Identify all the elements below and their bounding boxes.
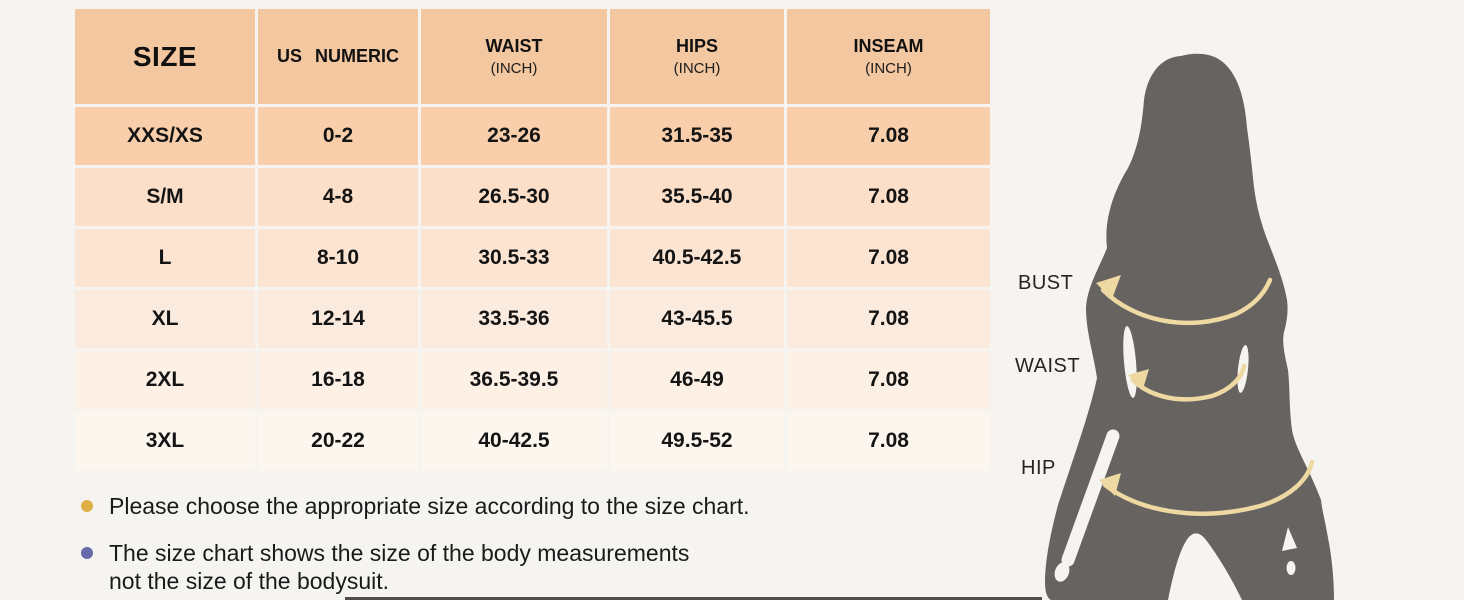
table-header-row: SIZE US NUMERIC WAIST (INCH) HIPS (INCH)… — [75, 9, 990, 104]
thumb-gap-right — [1282, 527, 1297, 551]
table-cell: 46-49 — [610, 351, 784, 409]
column-header-size: SIZE — [75, 9, 255, 104]
hip-arrowhead-icon — [1099, 473, 1121, 496]
table-row: L 8-10 30.5-33 40.5-42.5 7.08 — [75, 229, 990, 287]
table-cell: 36.5-39.5 — [421, 351, 607, 409]
table-cell: 16-18 — [258, 351, 418, 409]
table-cell: 43-45.5 — [610, 290, 784, 348]
note-item: Please choose the appropriate size accor… — [81, 492, 750, 520]
note-item: The size chart shows the size of the bod… — [81, 539, 689, 595]
table-row: XXS/XS 0-2 23-26 31.5-35 7.08 — [75, 107, 990, 165]
table-cell: 7.08 — [787, 412, 990, 470]
bullet-icon — [81, 500, 93, 512]
hand-gap-left — [1054, 562, 1070, 582]
bust-arrowhead-icon — [1096, 275, 1121, 299]
section-divider — [345, 597, 1042, 600]
bullet-icon — [81, 547, 93, 559]
table-row: 2XL 16-18 36.5-39.5 46-49 7.08 — [75, 351, 990, 409]
table-cell: 23-26 — [421, 107, 607, 165]
table-cell: 7.08 — [787, 290, 990, 348]
column-header-label: INSEAM — [853, 36, 924, 56]
waist-label: WAIST — [1015, 355, 1081, 377]
column-header-unit: (INCH) — [865, 60, 912, 77]
size-chart-table: SIZE US NUMERIC WAIST (INCH) HIPS (INCH)… — [75, 9, 990, 470]
table-cell: 0-2 — [258, 107, 418, 165]
leg-gap — [1168, 533, 1242, 600]
table-cell: 33.5-36 — [421, 290, 607, 348]
table-cell: 30.5-33 — [421, 229, 607, 287]
bust-label: BUST — [1018, 272, 1074, 294]
table-cell: XL — [75, 290, 255, 348]
column-header-label: HIPS — [675, 36, 718, 56]
table-cell: 20-22 — [258, 412, 418, 470]
table-cell: 4-8 — [258, 168, 418, 226]
table-cell: 7.08 — [787, 229, 990, 287]
table-cell: 40-42.5 — [421, 412, 607, 470]
column-header-waist: WAIST (INCH) — [421, 9, 607, 104]
table-cell: 35.5-40 — [610, 168, 784, 226]
column-header-label: SIZE — [132, 40, 198, 72]
bust-arrow — [1100, 277, 1273, 326]
column-header-label: WAIST — [485, 36, 543, 56]
table-cell: 7.08 — [787, 351, 990, 409]
female-silhouette — [1045, 53, 1334, 600]
hip-arrow — [1102, 459, 1315, 516]
hip-label: HIP — [1021, 457, 1056, 479]
table-cell: 31.5-35 — [610, 107, 784, 165]
arm-body-gap — [1061, 429, 1120, 567]
column-header-label: US NUMERIC — [276, 46, 399, 66]
column-header-unit: (INCH) — [673, 60, 721, 77]
column-header-us-numeric: US NUMERIC — [258, 9, 418, 104]
waist-arrow — [1130, 363, 1247, 402]
table-cell: XXS/XS — [75, 107, 255, 165]
waist-arrowhead-icon — [1128, 369, 1149, 389]
table-cell: 2XL — [75, 351, 255, 409]
note-text: Please choose the appropriate size accor… — [109, 493, 750, 519]
table-cell: 7.08 — [787, 168, 990, 226]
hand-gap-right — [1286, 561, 1296, 575]
table-row: 3XL 20-22 40-42.5 49.5-52 7.08 — [75, 412, 990, 470]
note-text: The size chart shows the size of the bod… — [109, 540, 690, 594]
table-cell: 40.5-42.5 — [610, 229, 784, 287]
table-cell: 7.08 — [787, 107, 990, 165]
table-cell: L — [75, 229, 255, 287]
table-row: XL 12-14 33.5-36 43-45.5 7.08 — [75, 290, 990, 348]
female-silhouette-illustration — [1045, 53, 1334, 600]
measurement-figure: BUST WAIST HIP — [1000, 0, 1464, 600]
table-cell: 49.5-52 — [610, 412, 784, 470]
table-cell: 8-10 — [258, 229, 418, 287]
table-row: S/M 4-8 26.5-30 35.5-40 7.08 — [75, 168, 990, 226]
table-cell: 3XL — [75, 412, 255, 470]
column-header-unit: (INCH) — [490, 60, 538, 77]
table-cell: 26.5-30 — [421, 168, 607, 226]
column-header-hips: HIPS (INCH) — [610, 9, 784, 104]
table-cell: 12-14 — [258, 290, 418, 348]
table-cell: S/M — [75, 168, 255, 226]
column-header-inseam: INSEAM (INCH) — [787, 9, 990, 104]
